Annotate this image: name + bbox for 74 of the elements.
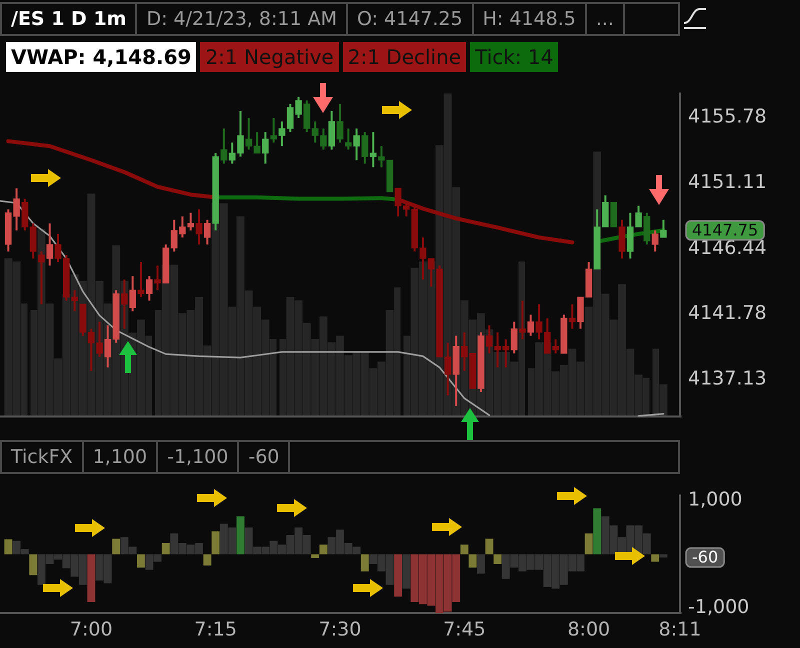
x-tick-label: 7:45: [443, 618, 486, 641]
bar: [477, 554, 485, 574]
bar: [460, 544, 468, 554]
text: D: 4/21/23, 8:11 AM: [137, 4, 348, 34]
candlestick: [353, 128, 360, 162]
x-tick-label: 8:00: [567, 618, 610, 641]
bar: [319, 544, 328, 554]
text: -60: [239, 442, 290, 472]
y-tick-label: 4141.78: [688, 302, 767, 324]
text: 2:1 Decline: [342, 42, 466, 72]
candlestick: [146, 275, 153, 302]
y-tick-label: -1,000: [688, 596, 750, 618]
candlestick: [568, 303, 576, 330]
text: H: 4148.5: [474, 4, 587, 34]
candlestick: [336, 102, 344, 144]
y-tick-label: 4155.78: [688, 106, 767, 128]
chart-title: TickFX: [2, 442, 84, 472]
y-tick-label: 4151.11: [688, 171, 767, 194]
candlestick: [660, 218, 667, 238]
candlestick: [519, 300, 526, 340]
y-tick-label: 1,000: [688, 488, 742, 511]
y-tick-label: 4137.13: [688, 368, 767, 390]
candlestick: [527, 314, 534, 337]
candlestick: [552, 338, 559, 354]
bar: [212, 531, 220, 554]
bar: [485, 538, 494, 554]
bar: [4, 539, 12, 554]
chart-title: /ES 1 D 1m: [2, 4, 138, 34]
bar: [112, 538, 120, 554]
bar: [29, 554, 38, 576]
text: 2:1 Negative: [200, 42, 339, 72]
candlestick: [46, 222, 54, 267]
candlestick: [38, 250, 45, 306]
x-tick-label: 7:15: [194, 618, 237, 641]
candlestick: [370, 131, 377, 168]
bar: [162, 543, 170, 554]
candlestick: [344, 128, 352, 151]
candlestick: [138, 261, 144, 298]
x-tick-label: 7:00: [70, 618, 113, 641]
candlestick: [220, 128, 228, 165]
bar: [87, 554, 96, 602]
bar: [394, 554, 402, 597]
candlestick: [262, 131, 269, 165]
bar: [311, 554, 320, 558]
candlestick: [362, 131, 368, 165]
candlestick: [510, 320, 518, 354]
candlestick: [187, 212, 194, 232]
x-tick-label: 8:11: [658, 618, 702, 641]
bar: [593, 508, 602, 554]
text: ...: [586, 4, 625, 34]
bar: [236, 516, 244, 554]
bar: [651, 554, 660, 562]
text: -1,100: [158, 442, 240, 472]
x-tick-label: 7:30: [318, 618, 362, 641]
bar: [584, 533, 593, 554]
text: O: 4147.25: [348, 4, 474, 34]
bar: [137, 554, 145, 568]
text: VWAP: 4,148.69: [6, 42, 196, 72]
candlestick: [154, 264, 161, 292]
bar: [494, 554, 502, 564]
text: -60: [692, 548, 718, 567]
candlestick: [270, 116, 277, 144]
bar: [468, 554, 477, 568]
bar: [203, 554, 212, 566]
candlestick: [129, 275, 136, 312]
bar: [360, 554, 369, 572]
bar: [402, 554, 410, 589]
candlestick: [71, 289, 78, 312]
candlestick: [196, 208, 202, 246]
text: Tick: 14: [470, 42, 558, 72]
candlestick: [652, 229, 658, 252]
bar: [659, 554, 668, 558]
text: 1,100: [84, 442, 158, 472]
candlestick: [204, 218, 211, 246]
